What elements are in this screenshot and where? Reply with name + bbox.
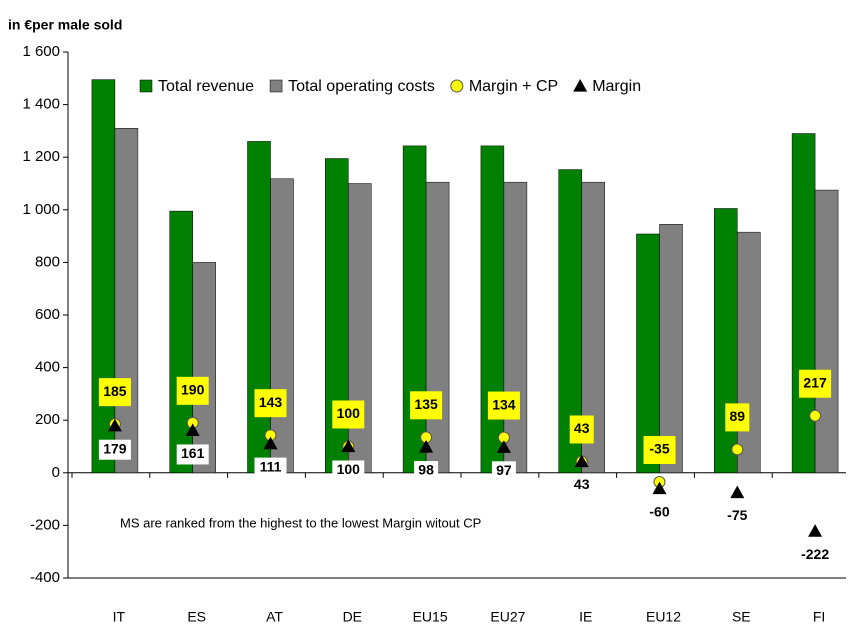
value-label: -60 <box>649 503 669 519</box>
marker-triangle <box>185 423 200 437</box>
bar <box>480 145 505 474</box>
value-label: 217 <box>803 374 827 390</box>
y-tick-label: 200 <box>35 411 60 428</box>
x-tick-label: IT <box>113 609 126 625</box>
x-tick-label: FI <box>813 609 825 625</box>
legend-swatch <box>450 79 464 93</box>
legend-label: Total operating costs <box>288 78 435 95</box>
value-label-box <box>569 415 594 444</box>
marker-triangle <box>730 485 745 499</box>
value-label-box <box>414 461 439 482</box>
marker-triangle <box>808 524 823 537</box>
bar <box>714 208 738 474</box>
marker-triangle <box>574 454 589 468</box>
bar <box>247 141 271 474</box>
value-label-box <box>254 457 287 478</box>
bar <box>503 181 528 474</box>
y-tick-label: 1 400 <box>22 96 60 113</box>
y-tick-label: 400 <box>35 359 60 376</box>
legend-swatch <box>573 79 588 92</box>
legend-label: Margin + CP <box>469 78 558 95</box>
value-label: -35 <box>649 441 669 457</box>
value-label-box <box>176 444 209 465</box>
value-label-box <box>491 461 516 482</box>
legend-swatch <box>269 79 283 93</box>
marker-circle <box>731 443 744 456</box>
value-label-box <box>487 391 520 420</box>
value-label-box <box>332 400 365 429</box>
value-label: 135 <box>414 396 438 412</box>
x-tick-label: EU27 <box>490 609 525 625</box>
marker-triangle <box>107 418 122 432</box>
legend-swatch <box>139 79 153 93</box>
x-tick-label: EU15 <box>413 609 448 625</box>
y-tick-label: -400 <box>30 569 60 586</box>
marker-triangle <box>419 440 434 453</box>
bar <box>402 145 427 474</box>
value-label: -222 <box>801 546 829 562</box>
value-label: 143 <box>259 394 283 410</box>
value-label: 111 <box>260 458 282 474</box>
y-axis-label: in €per male sold <box>8 17 122 33</box>
x-tick-label: AT <box>266 609 283 625</box>
value-label: 161 <box>181 445 205 461</box>
x-tick-label: SE <box>732 609 751 625</box>
bar <box>348 183 372 474</box>
marker-circle <box>809 409 822 422</box>
value-label: 97 <box>496 462 512 478</box>
bar <box>425 181 450 474</box>
value-label: 43 <box>574 420 590 436</box>
value-label: 43 <box>574 476 590 492</box>
value-label-box <box>799 369 832 398</box>
marker-triangle <box>341 439 356 453</box>
value-label-box <box>725 403 750 432</box>
value-label: 185 <box>103 383 127 399</box>
marker-triangle <box>263 436 278 450</box>
y-tick-label: 1 000 <box>22 201 60 218</box>
value-label-box <box>254 389 287 418</box>
value-label: 100 <box>337 405 361 421</box>
y-tick-label: 1 200 <box>22 148 60 165</box>
legend-label: Margin <box>592 78 641 95</box>
bar <box>192 262 216 474</box>
x-tick-label: DE <box>343 609 362 625</box>
marker-triangle <box>652 481 667 495</box>
annotation: MS are ranked from the highest to the lo… <box>120 515 481 530</box>
marker-triangle <box>496 440 511 453</box>
bar <box>659 224 683 474</box>
bar <box>737 231 761 474</box>
bar <box>91 79 116 474</box>
value-label-box <box>410 391 443 420</box>
value-label: 98 <box>418 462 434 478</box>
value-label: 100 <box>337 461 361 477</box>
bar <box>270 178 294 474</box>
y-tick-label: -200 <box>30 516 60 533</box>
value-label: 134 <box>492 396 516 412</box>
x-tick-label: IE <box>579 609 592 625</box>
x-tick-label: EU12 <box>646 609 681 625</box>
value-label-box <box>643 436 676 465</box>
y-tick-label: 1 600 <box>22 43 60 60</box>
legend-label: Total revenue <box>158 78 254 95</box>
value-label-box <box>98 378 131 407</box>
value-label-box <box>176 376 209 405</box>
bar <box>814 189 839 474</box>
y-tick-label: 600 <box>35 306 60 323</box>
value-label: 89 <box>730 408 746 424</box>
value-label: 179 <box>103 440 127 456</box>
value-label-box <box>332 460 365 481</box>
value-label-box <box>98 439 131 460</box>
y-tick-label: 800 <box>35 253 60 270</box>
bar <box>581 181 605 474</box>
value-label: -75 <box>727 507 747 523</box>
x-tick-label: ES <box>187 609 206 625</box>
y-tick-label: 0 <box>52 464 60 481</box>
value-label-box <box>569 475 594 496</box>
value-label: 190 <box>181 382 205 398</box>
bar <box>791 133 816 474</box>
